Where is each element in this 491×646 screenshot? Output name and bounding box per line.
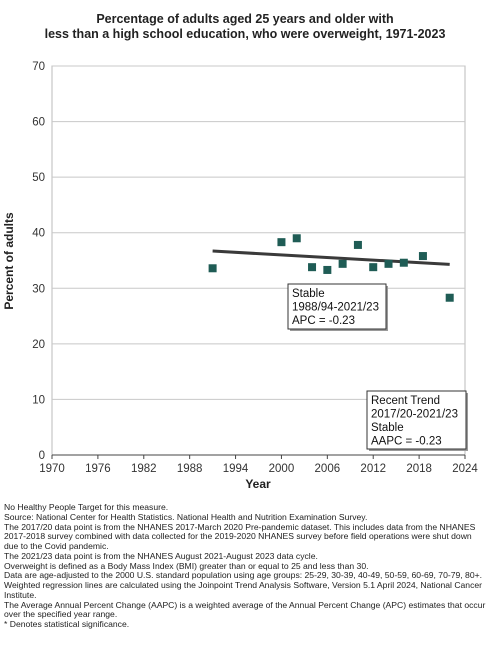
x-axis-label: Year: [245, 477, 271, 491]
x-tick-label: 2000: [269, 463, 295, 475]
annotation-text: Stable: [371, 422, 404, 434]
y-tick-label: 30: [32, 283, 45, 295]
footnote-line: The 2017/20 data point is from the NHANE…: [4, 521, 476, 551]
data-points: [208, 234, 454, 302]
x-tick-label: 2006: [315, 463, 341, 475]
footnote-line: The Average Annual Percent Change (AAPC)…: [4, 599, 486, 620]
footnote-line: Overweight is defined as a Body Mass Ind…: [4, 560, 369, 571]
data-point: [323, 265, 332, 274]
annotation-box: [287, 283, 387, 330]
y-tick-label: 70: [32, 61, 45, 73]
footnote-line: * Denotes statistical significance.: [4, 619, 130, 629]
data-point: [353, 240, 362, 249]
data-point: [292, 234, 301, 243]
footnote-line: Weighted regression lines are calculated…: [4, 580, 483, 600]
data-point: [338, 259, 347, 268]
y-axis-label: Percent of adults: [2, 212, 16, 310]
x-tick-label: 1982: [131, 463, 157, 475]
annotation-text: Recent Trend: [371, 395, 440, 407]
data-point: [418, 252, 427, 261]
x-tick-label: 2024: [452, 463, 478, 475]
footnote-line: No Healthy People Target for this measur…: [4, 502, 169, 512]
data-point: [399, 258, 408, 267]
chart-title-line-2: less than a high school education, who w…: [45, 27, 446, 41]
x-tick-label: 1970: [39, 463, 65, 475]
data-point: [384, 259, 393, 268]
y-tick-label: 10: [32, 394, 45, 406]
x-tick-label: 1994: [223, 463, 249, 475]
x-tick-label: 1988: [177, 463, 203, 475]
y-tick-label: 50: [32, 172, 45, 184]
footnotes: No Healthy People Target for this measur…: [4, 502, 488, 630]
x-tick-label: 2018: [406, 463, 432, 475]
x-tick-label: 1976: [85, 463, 111, 475]
footnote-line: Data are age-adjusted to the 2000 U.S. s…: [4, 570, 483, 581]
y-tick-label: 40: [32, 228, 45, 240]
axes: 0 10 20 30 40 50 60 70 1970 1976 1982 1988 1994 2000 2…: [32, 61, 478, 475]
footnote-line: Source: National Center for Health Stati…: [4, 511, 368, 522]
chart-title-line-1: Percentage of adults aged 25 years and o…: [96, 12, 393, 26]
y-tick-label: 60: [32, 117, 45, 129]
y-tick-label: 20: [32, 339, 45, 351]
chart: Percentage of adults aged 25 years and o…: [2, 12, 478, 491]
data-point: [445, 293, 454, 302]
annotation-text: AAPC = -0.23: [371, 436, 442, 448]
trend-line: [212, 249, 450, 266]
data-point: [277, 238, 286, 247]
annotation-text: 2017/20-2021/23: [371, 409, 458, 421]
y-tick-label: 0: [39, 450, 45, 462]
annotation-text: Stable: [292, 288, 325, 300]
x-tick-label: 2012: [360, 463, 386, 475]
data-point: [308, 263, 317, 272]
footnote-line: The 2021/23 data point is from the NHANE…: [4, 550, 318, 561]
annotation-text: APC = -0.23: [292, 315, 355, 327]
data-point: [208, 264, 217, 273]
trend-layer: [212, 249, 450, 266]
annotation-text: 1988/94-2021/23: [292, 302, 379, 314]
annotation-box: [366, 390, 467, 450]
data-point: [369, 263, 378, 272]
